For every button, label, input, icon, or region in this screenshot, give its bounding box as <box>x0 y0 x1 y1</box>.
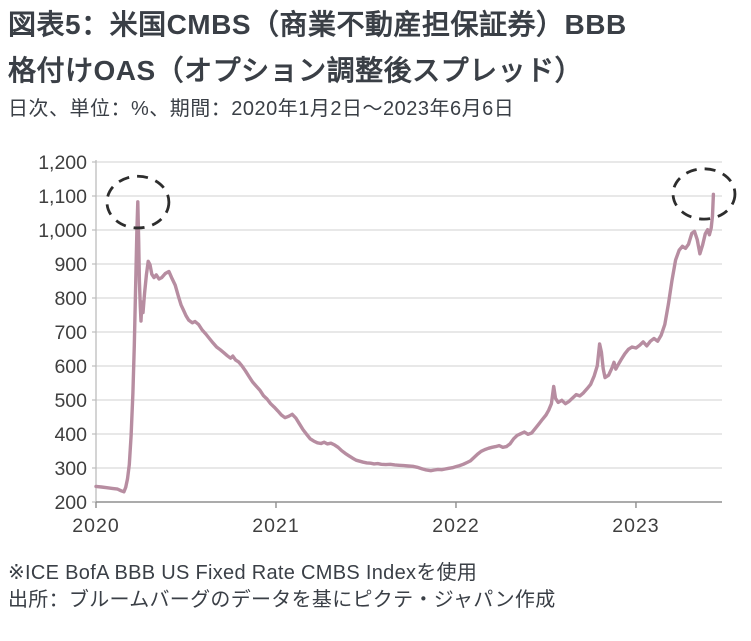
oas-line-series <box>94 192 716 494</box>
spike-annotation-ellipse-2 <box>671 167 737 221</box>
footnote-text: ※ICE BofA BBB US Fixed Rate CMBS Indexを使… <box>8 562 478 584</box>
spread-chart-svg: 200 300 400 500 600 700 800 900 1,000 1,100 1,200 2… <box>38 152 737 537</box>
y-tick-label-200: 200 <box>54 492 87 514</box>
chart-title: 図表5：米国CMBS（商業不動産担保証券）BBB 格付けOAS（オプション調整後… <box>8 2 743 94</box>
y-tick-label-500: 500 <box>54 390 87 412</box>
x-tick-label-2020: 2020 <box>72 515 119 537</box>
spike-annotation-ellipse-1 <box>105 174 171 230</box>
source-text: 出所：ブルームバーグのデータを基にピクテ・ジャパン作成 <box>8 589 556 611</box>
y-tick-label-400: 400 <box>54 424 87 446</box>
y-tick-label-1200: 1,200 <box>38 152 87 174</box>
y-tick-label-900: 900 <box>54 254 87 276</box>
x-tick-label-2021: 2021 <box>252 515 299 537</box>
y-tick-label-800: 800 <box>54 288 87 310</box>
chart-subtitle: 日次、単位：%、期間：2020年1月2日～2023年6月6日 <box>8 98 515 120</box>
y-tick-label-700: 700 <box>54 322 87 344</box>
x-tick-label-2022: 2022 <box>432 515 479 537</box>
chart-title-line-1: 図表5：米国CMBS（商業不動産担保証券）BBB <box>8 9 627 40</box>
y-tick-label-1000: 1,000 <box>38 220 87 242</box>
x-tick-label-2023: 2023 <box>612 515 659 537</box>
y-tick-label-300: 300 <box>54 458 87 480</box>
chart-footer: ※ICE BofA BBB US Fixed Rate CMBS Indexを使… <box>8 560 743 614</box>
y-tick-label-1100: 1,100 <box>38 186 87 208</box>
y-tick-label-600: 600 <box>54 356 87 378</box>
chart-title-line-2: 格付けOAS（オプション調整後スプレッド） <box>8 55 584 86</box>
